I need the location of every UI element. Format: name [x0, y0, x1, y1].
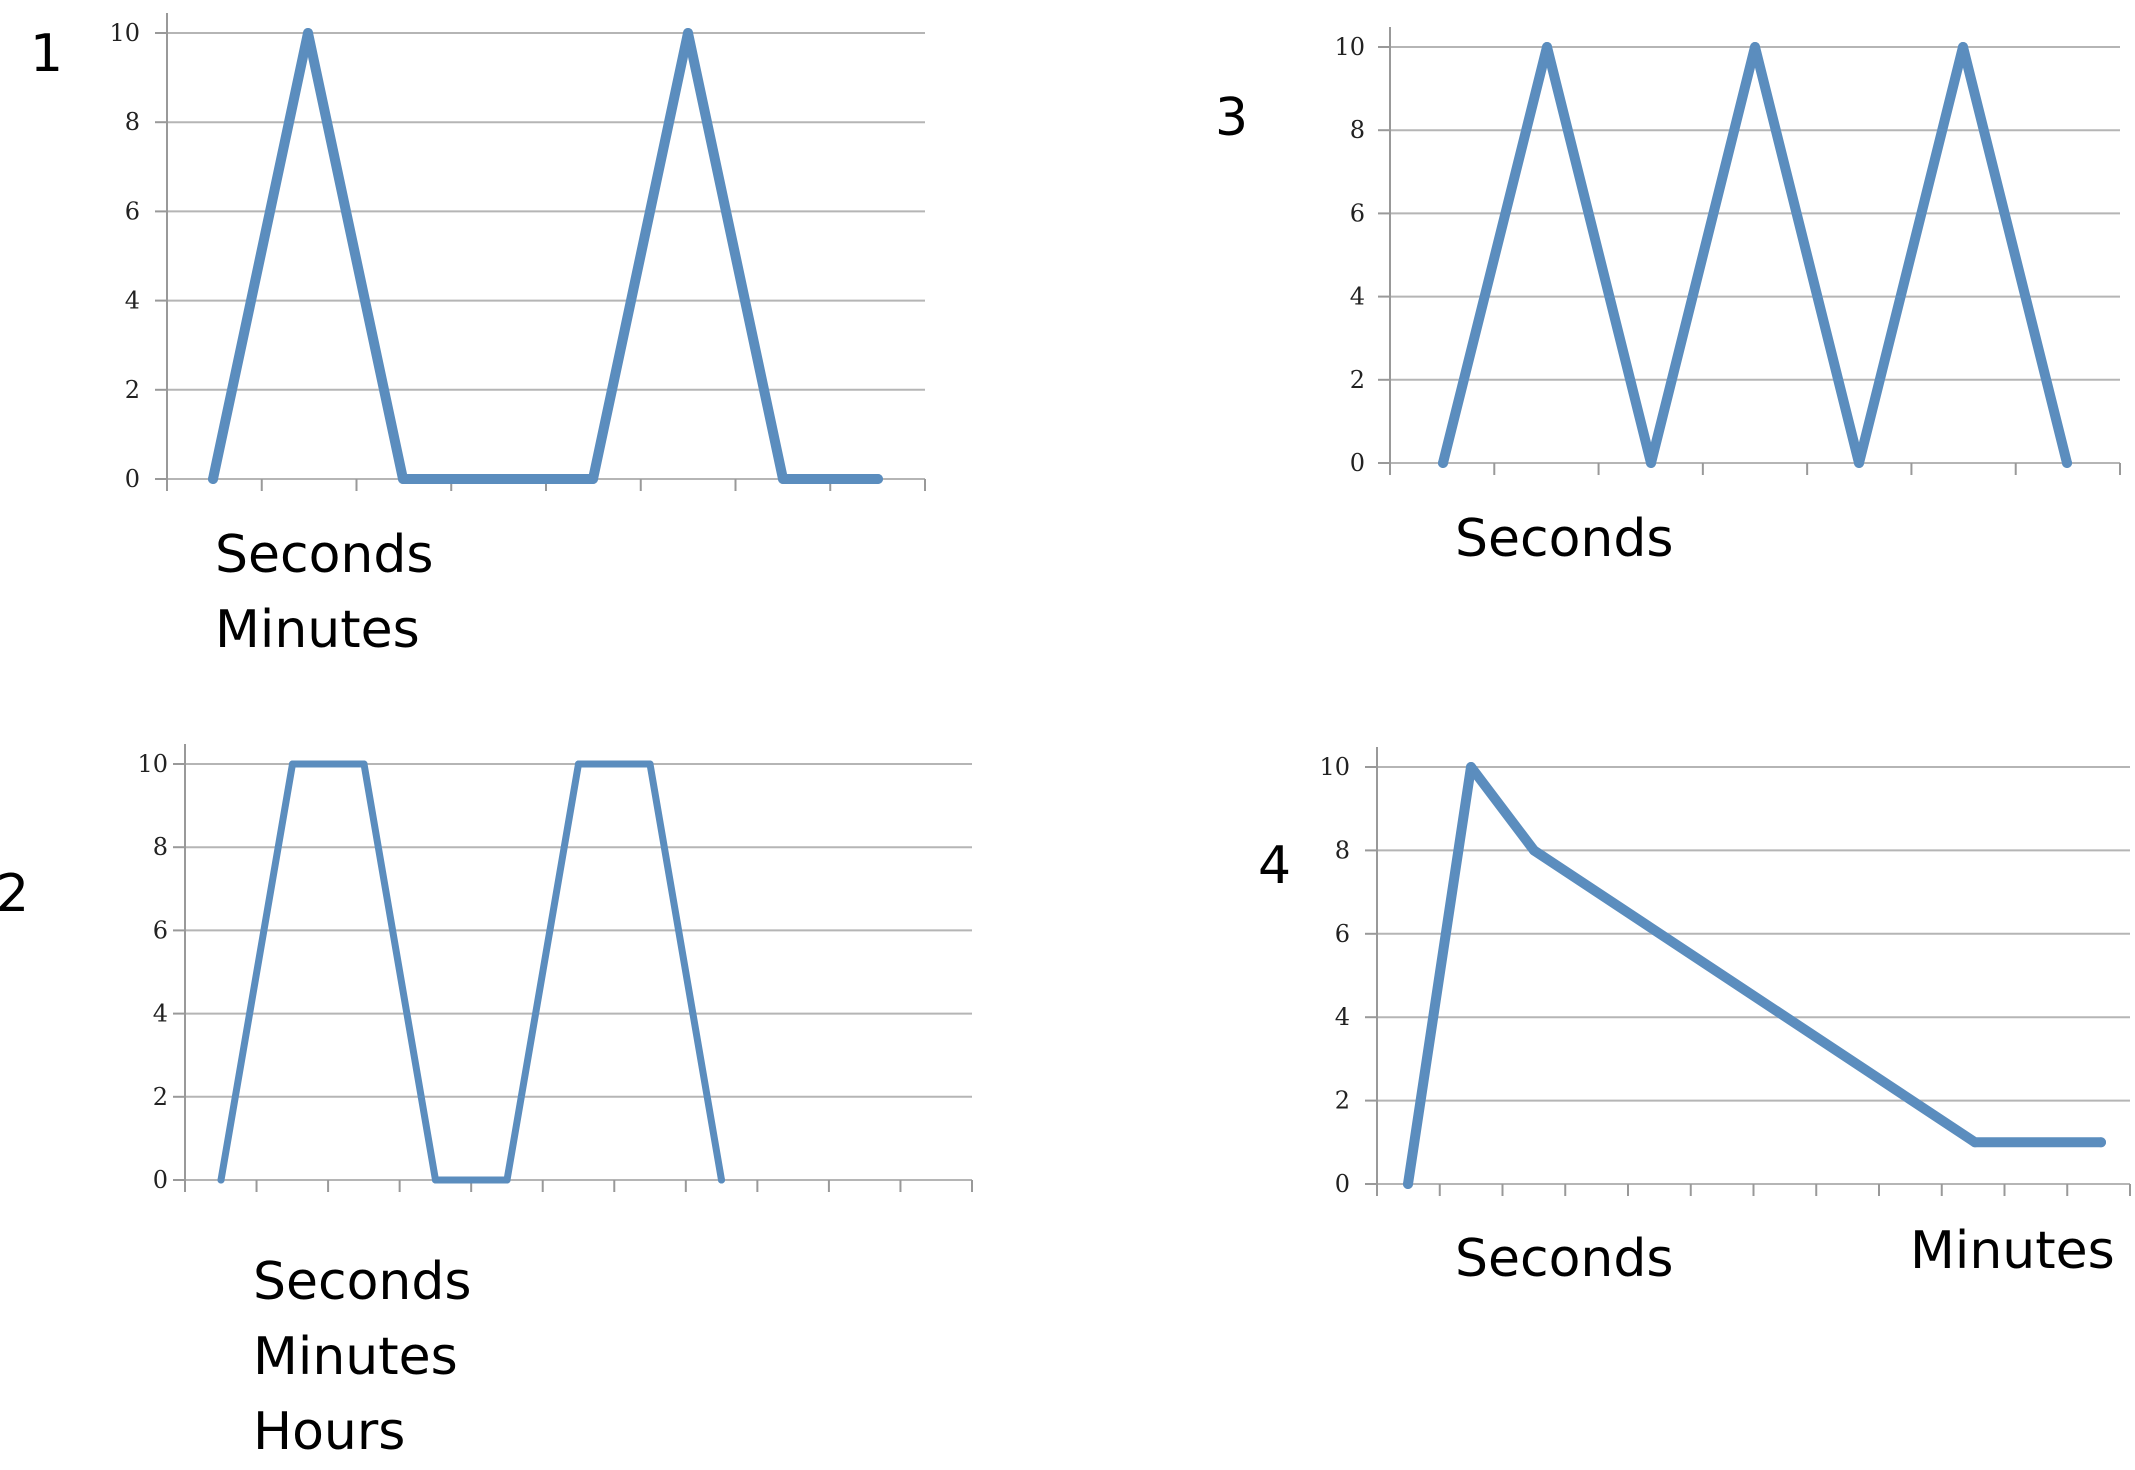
y-tick-label: 10: [137, 750, 168, 778]
caption-1-2: Minutes: [215, 600, 420, 660]
data-point: [303, 28, 313, 38]
data-point: [873, 474, 883, 484]
y-tick-label: 6: [1350, 199, 1365, 227]
data-point: [432, 1176, 439, 1184]
y-tick-label: 2: [125, 376, 140, 404]
caption-4-2: Minutes: [1910, 1221, 2115, 1281]
y-tick-label: 6: [125, 197, 140, 225]
chart-panel-1: 1 0 2 4 6 8 10 Seconds Minutes: [0, 0, 1000, 690]
data-point: [718, 1176, 725, 1184]
data-point: [1438, 458, 1448, 468]
caption-1-1: Seconds: [215, 525, 434, 585]
y-tick-label: 10: [1334, 33, 1365, 61]
y-tick-label: 4: [1335, 1003, 1350, 1031]
y-tick-label: 10: [109, 19, 140, 47]
y-tick-label: 4: [1350, 283, 1365, 311]
data-point: [1542, 42, 1552, 52]
y-tick-label: 8: [1350, 116, 1365, 144]
data-point: [1646, 458, 1656, 468]
chart-panel-4: 4 0 2 4 6 8 10 Seconds Minutes: [1200, 700, 2135, 1453]
y-tick-label: 0: [1335, 1170, 1350, 1198]
y-tick-label: 10: [1319, 753, 1350, 781]
chart-2: 0 2 4 6 8 10: [137, 744, 973, 1194]
series-line: [1403, 762, 2106, 1189]
data-point: [1403, 1179, 1413, 1189]
panel-number-2: 2: [0, 864, 30, 924]
data-point: [1529, 845, 1539, 856]
data-point: [683, 28, 693, 38]
data-point: [2096, 1137, 2106, 1148]
caption-2-1: Seconds: [253, 1252, 472, 1312]
panel-number-1: 1: [30, 24, 64, 84]
data-point: [493, 474, 503, 484]
data-point: [1958, 42, 1968, 52]
y-tick-label: 8: [153, 833, 168, 861]
y-tick-label: 0: [153, 1166, 168, 1194]
caption-4-1: Seconds: [1455, 1229, 1674, 1289]
chart-4: 0 2 4 6 8 10: [1319, 747, 2131, 1198]
data-point: [208, 474, 218, 484]
data-point: [2062, 458, 2072, 468]
series-line: [208, 28, 883, 484]
y-tick-label: 0: [1350, 449, 1365, 477]
data-point: [503, 1176, 511, 1184]
y-tick-label: 2: [1350, 366, 1365, 394]
chart-panel-3: 3 0 2 4 6 8 10 Seconds: [1200, 0, 2135, 690]
y-tick-label: 2: [1335, 1087, 1350, 1115]
data-point: [1750, 42, 1760, 52]
y-tick-label: 8: [1335, 836, 1350, 864]
data-point: [575, 760, 582, 768]
data-point: [646, 760, 654, 768]
chart-3: 0 2 4 6 8 10: [1334, 27, 2121, 477]
y-tick-label: 8: [125, 108, 140, 136]
data-point: [778, 474, 788, 484]
series-line: [217, 760, 725, 1184]
chart-1: 0 2 4 6 8 10: [109, 13, 926, 493]
data-point: [289, 760, 296, 768]
y-tick-label: 2: [153, 1083, 168, 1111]
data-point: [360, 760, 368, 768]
data-point: [217, 1176, 225, 1184]
y-tick-label: 4: [153, 1000, 168, 1028]
data-point: [1854, 458, 1864, 468]
data-point: [1466, 762, 1476, 772]
series-line: [1438, 42, 2072, 468]
data-point: [1970, 1137, 1980, 1148]
y-tick-label: 6: [1335, 920, 1350, 948]
caption-2-3: Hours: [253, 1402, 406, 1462]
panel-number-3: 3: [1215, 88, 1249, 148]
chart-panel-2: 2 0 2 4 6 8 10 Seconds Minutes Hours: [0, 700, 1000, 1462]
y-tick-label: 0: [125, 465, 140, 493]
caption-3-1: Seconds: [1455, 509, 1674, 569]
y-tick-label: 6: [153, 916, 168, 944]
data-point: [398, 474, 408, 484]
data-point: [588, 474, 598, 484]
caption-2-2: Minutes: [253, 1327, 458, 1387]
y-tick-label: 4: [125, 287, 140, 315]
panel-number-4: 4: [1258, 836, 1292, 896]
